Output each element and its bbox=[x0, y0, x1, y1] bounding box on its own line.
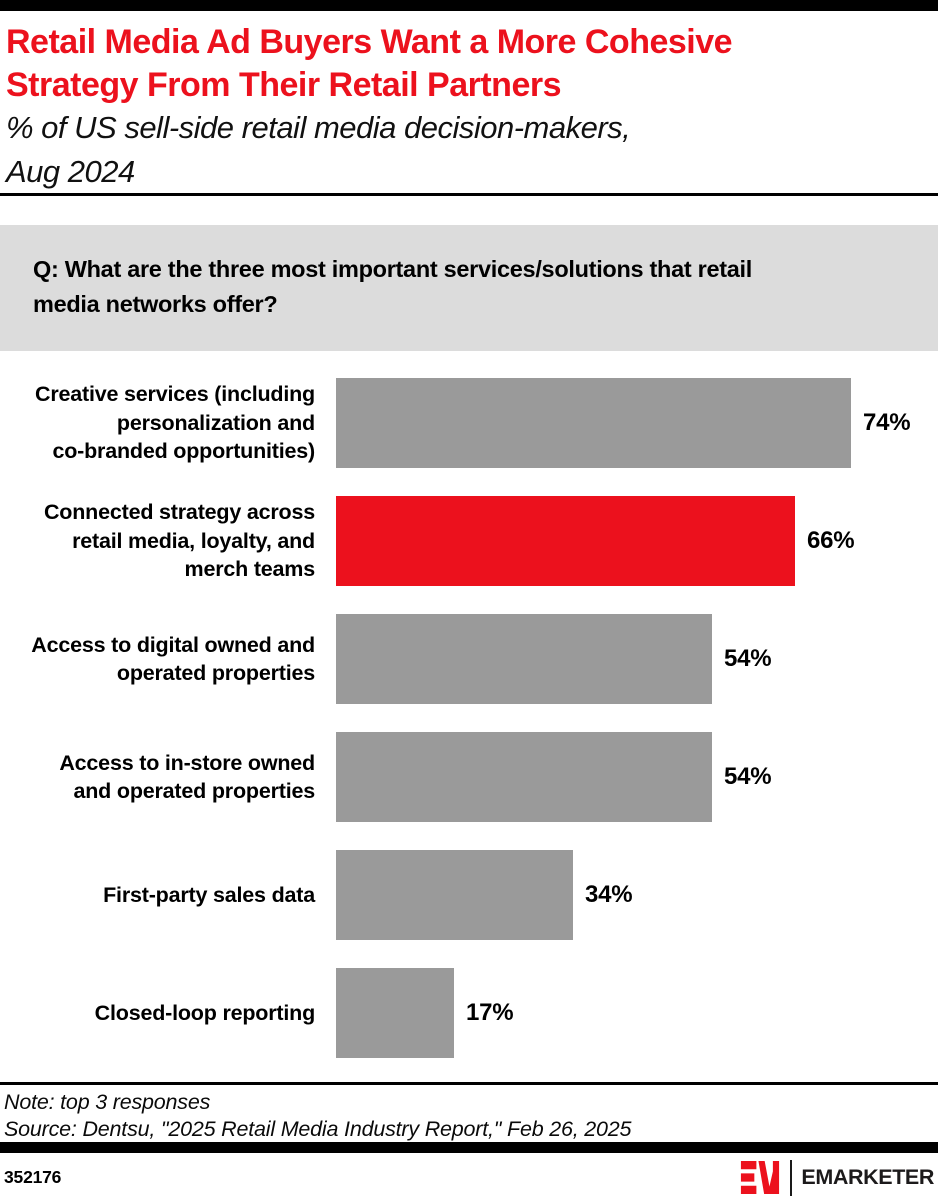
logo-divider bbox=[790, 1159, 793, 1196]
emarketer-logo: EMARKETER bbox=[740, 1159, 934, 1196]
chart-row: Access to digital owned and operated pro… bbox=[0, 614, 938, 704]
page-title: Retail Media Ad Buyers Want a More Cohes… bbox=[6, 23, 733, 104]
notes-divider bbox=[0, 1082, 938, 1085]
chart-row: Creative services (including personaliza… bbox=[0, 378, 938, 468]
bar-value-label: 34% bbox=[585, 881, 633, 908]
footer: 352176 EMARKETER bbox=[0, 1153, 938, 1202]
header-divider bbox=[0, 193, 938, 196]
bar bbox=[336, 968, 454, 1058]
chart-row: Connected strategy across retail media, … bbox=[0, 496, 938, 586]
bar-category-label: Creative services (including personaliza… bbox=[35, 382, 315, 464]
bar-value-label: 54% bbox=[724, 645, 772, 672]
bar-value-label: 74% bbox=[863, 409, 911, 436]
chart-row: Access to in-store owned and operated pr… bbox=[0, 732, 938, 822]
top-black-bar bbox=[0, 0, 938, 11]
bar-value-label: 54% bbox=[724, 763, 772, 790]
page-subtitle: % of US sell-side retail media decision-… bbox=[6, 110, 631, 189]
bar-value-label: 17% bbox=[466, 999, 514, 1026]
note-text: Note: top 3 responses bbox=[4, 1090, 211, 1114]
bar-value-label: 66% bbox=[807, 527, 855, 554]
bar-chart: Creative services (including personaliza… bbox=[0, 378, 938, 1058]
bar-category-label: Connected strategy across retail media, … bbox=[43, 500, 315, 582]
bar-category-label: Closed-loop reporting bbox=[94, 1000, 316, 1025]
chart-row: First-party sales data 34% bbox=[0, 850, 938, 940]
chart-id: 352176 bbox=[4, 1167, 62, 1187]
chart-notes: Note: top 3 responses Source: Dentsu, "2… bbox=[4, 1089, 934, 1142]
bar-category-label: First-party sales data bbox=[103, 882, 315, 907]
bar bbox=[336, 732, 712, 822]
emarketer-em-icon bbox=[741, 1161, 780, 1194]
chart-row: Closed-loop reporting 17% bbox=[0, 968, 938, 1058]
survey-question-box: Q: What are the three most important ser… bbox=[0, 225, 938, 351]
bar-category-label: Access to digital owned and operated pro… bbox=[31, 632, 315, 686]
bar-highlighted bbox=[336, 496, 795, 586]
bar-category-label: Access to in-store owned and operated pr… bbox=[59, 750, 315, 804]
brand-wordmark: EMARKETER bbox=[801, 1165, 934, 1189]
survey-question-text: Q: What are the three most important ser… bbox=[33, 256, 753, 317]
bar bbox=[336, 614, 712, 704]
source-text: Source: Dentsu, "2025 Retail Media Indus… bbox=[4, 1116, 632, 1141]
footer-black-band bbox=[0, 1142, 938, 1153]
bar bbox=[336, 850, 573, 940]
bar bbox=[336, 378, 851, 468]
